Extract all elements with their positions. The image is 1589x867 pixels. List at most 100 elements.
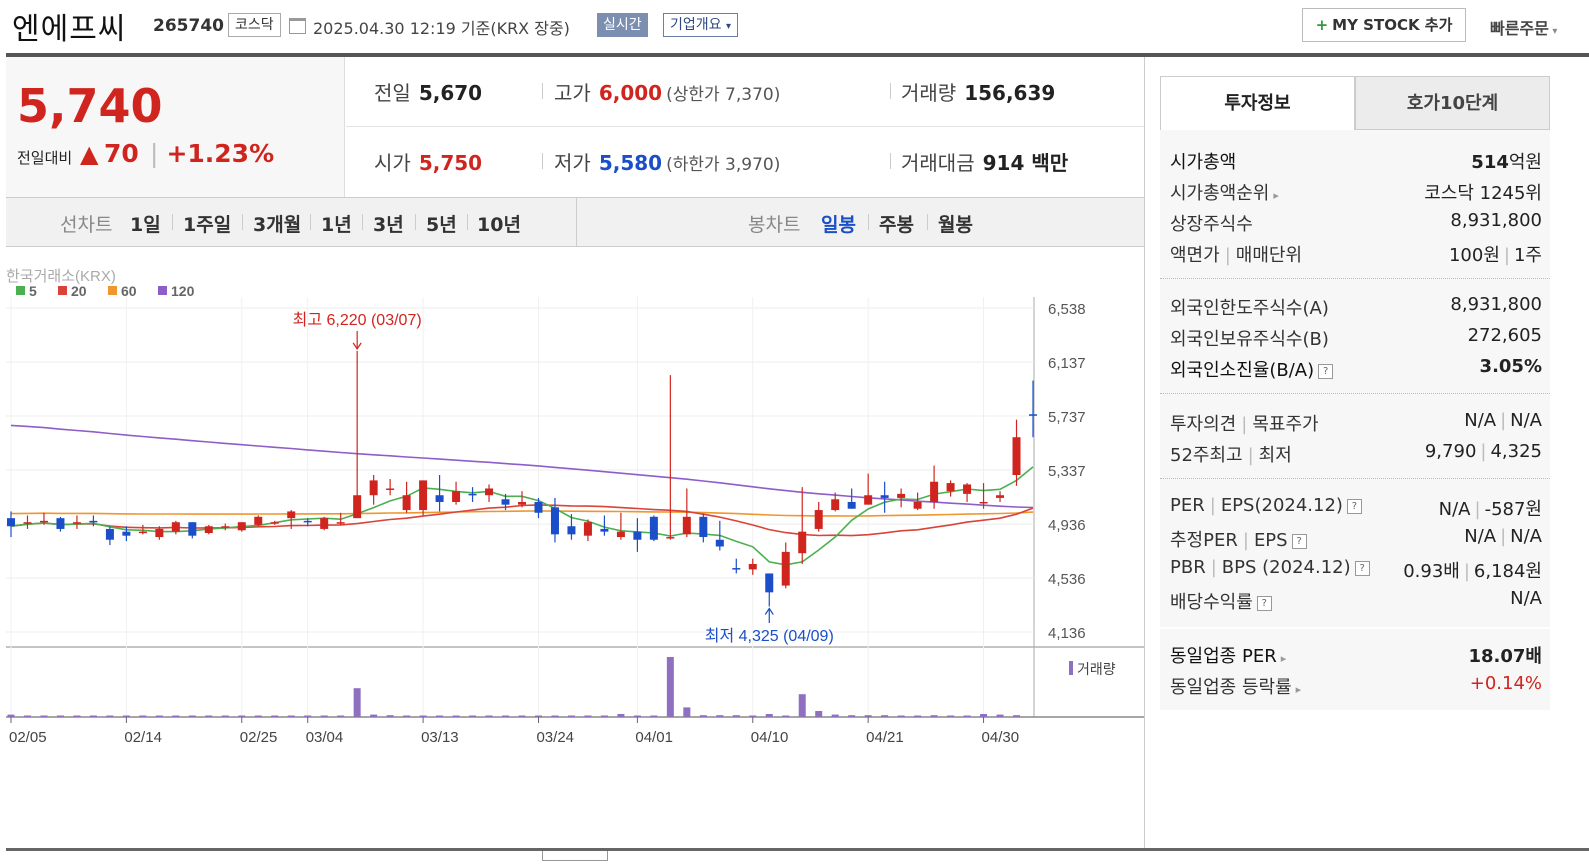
moving-average-60: [10, 510, 1034, 517]
divider: [362, 214, 363, 230]
week52-high-text: 52주최고: [1170, 445, 1243, 466]
high-label: 고가: [554, 81, 591, 105]
divider: [1144, 53, 1589, 57]
period-10y[interactable]: 10년: [477, 214, 521, 236]
tab-investment-info[interactable]: 투자정보: [1160, 76, 1355, 130]
market-cap-value: 514억원: [1471, 148, 1542, 174]
realtime-button[interactable]: 실시간: [597, 13, 648, 37]
volume-bar: [7, 714, 15, 717]
side-tabs: 투자정보 호가10단계: [1160, 76, 1550, 130]
help-icon[interactable]: ?: [1291, 534, 1307, 549]
candle: [831, 492, 840, 512]
volume-bar: [716, 715, 724, 717]
volume-bar: [403, 715, 411, 717]
candle: [1012, 419, 1021, 486]
volume-bar: [617, 714, 625, 717]
par-value-label: 액면가 | 매매단위: [1170, 245, 1303, 266]
tab-orderbook-10[interactable]: 호가10단계: [1355, 76, 1550, 130]
volume-bar: [40, 715, 48, 717]
period-1w[interactable]: 1주일: [183, 214, 232, 236]
row-market-cap-rank[interactable]: 시가총액순위 ▸ 코스닥 1245위: [1170, 177, 1542, 205]
trade-amount: 거래대금 914 백만: [901, 147, 1068, 176]
candle: [56, 516, 65, 532]
candle: [39, 512, 48, 525]
investment-info-body: 시가총액 514억원 시가총액순위 ▸ 코스닥 1245위 상장주식수 8,931…: [1160, 130, 1550, 710]
volume-bar: [238, 715, 246, 717]
divider: [927, 214, 928, 230]
volume-bar: [947, 715, 955, 717]
candle: [435, 474, 444, 512]
change-rate: | +1.23%: [150, 139, 275, 168]
company-info-label: 기업개요: [670, 17, 722, 33]
candle: [402, 481, 411, 513]
help-icon[interactable]: ?: [1256, 596, 1272, 611]
period-1d[interactable]: 1일: [130, 214, 161, 236]
row-per: PER | EPS(2024.12)? N/A | -587원: [1170, 493, 1542, 521]
volume-bar: [782, 715, 790, 717]
help-icon[interactable]: ?: [1354, 561, 1370, 576]
sector-per-label: 동일업종 PER ▸: [1170, 642, 1286, 668]
volume-bar: [436, 715, 444, 717]
period-daily[interactable]: 일봉: [821, 214, 856, 236]
volume-bar: [205, 715, 213, 717]
candle: [682, 488, 691, 538]
candle: [913, 492, 922, 511]
opinion-text: 투자의견: [1170, 414, 1237, 435]
sector-per-value: 18.07배: [1469, 642, 1543, 668]
high-price: 고가 6,000 (상한가 7,370): [554, 77, 780, 106]
divider: [242, 214, 243, 230]
week52-value: 9,790 | 4,325: [1424, 441, 1542, 462]
row-foreign-limit: 외국인한도주식수(A) 8,931,800: [1170, 292, 1542, 320]
divider: [467, 214, 468, 230]
candle-chart-title: 봉차트: [748, 214, 801, 236]
x-tick-label: 02/25: [240, 729, 278, 746]
row-sector-change[interactable]: 동일업종 등락률 ▸ +0.14%: [1170, 671, 1542, 699]
help-icon[interactable]: ?: [1346, 499, 1362, 514]
foreign-held-value: 272,605: [1467, 325, 1542, 346]
candle: [765, 573, 774, 607]
line-chart-periods: 선차트 1일 1주일 3개월 1년 3년 5년 10년: [6, 198, 577, 246]
per-value: N/A | -587원: [1438, 499, 1542, 520]
company-name: 엔에프씨: [12, 12, 127, 47]
volume-bar: [633, 715, 641, 717]
period-monthly[interactable]: 월봉: [938, 214, 973, 236]
legend-label: 120: [171, 283, 195, 299]
sector-per-number: 18.07배: [1468, 646, 1543, 667]
row-sector-per[interactable]: 동일업종 PER ▸ 18.07배: [1170, 640, 1542, 668]
period-3m[interactable]: 3개월: [253, 214, 302, 236]
my-stock-add-button[interactable]: + MY STOCK 추가: [1302, 8, 1466, 42]
open-value: 5,750: [418, 151, 483, 175]
x-tick-label: 03/04: [306, 729, 344, 746]
trade-amount-value: 914 백만: [982, 151, 1069, 175]
volume-bar: [304, 715, 312, 717]
legend-label: 5: [29, 283, 37, 299]
candle: [303, 518, 312, 527]
stock-chart[interactable]: 6,538 6,137 5,737 5,337 4,936 4,536 4,136 02/05…: [6, 247, 1144, 847]
legend-swatch: [158, 286, 167, 295]
candle: [781, 542, 790, 589]
period-5y[interactable]: 5년: [426, 214, 457, 236]
price-summary: 5,740 전일대비 ▲ 70 | +1.23%: [6, 57, 345, 197]
divider: [172, 214, 173, 230]
resize-handle[interactable]: [542, 851, 608, 861]
volume-bar: [848, 715, 856, 717]
volume-bar: [551, 715, 559, 717]
candle: [485, 484, 494, 502]
foreign-limit-value: 8,931,800: [1450, 294, 1542, 315]
period-1y[interactable]: 1년: [321, 214, 352, 236]
help-icon[interactable]: ?: [1318, 364, 1334, 379]
volume-bar: [89, 715, 97, 717]
period-3y[interactable]: 3년: [373, 214, 404, 236]
volume-bar: [353, 688, 361, 717]
week52-low-text: 최저: [1258, 445, 1292, 466]
market-cap-number: 514: [1471, 152, 1509, 173]
company-info-dropdown[interactable]: 기업개요 ▾: [663, 13, 739, 37]
volume-bar: [139, 715, 147, 717]
dividend-value: N/A: [1510, 588, 1542, 609]
candle: [534, 497, 543, 519]
candle: [369, 474, 378, 505]
period-weekly[interactable]: 주봉: [879, 214, 914, 236]
quick-order-button[interactable]: 빠른주문 ▾: [1490, 15, 1557, 39]
sector-change-value: +0.14%: [1469, 673, 1542, 694]
foreign-ratio-text: 외국인소진율(B/A): [1170, 360, 1315, 381]
